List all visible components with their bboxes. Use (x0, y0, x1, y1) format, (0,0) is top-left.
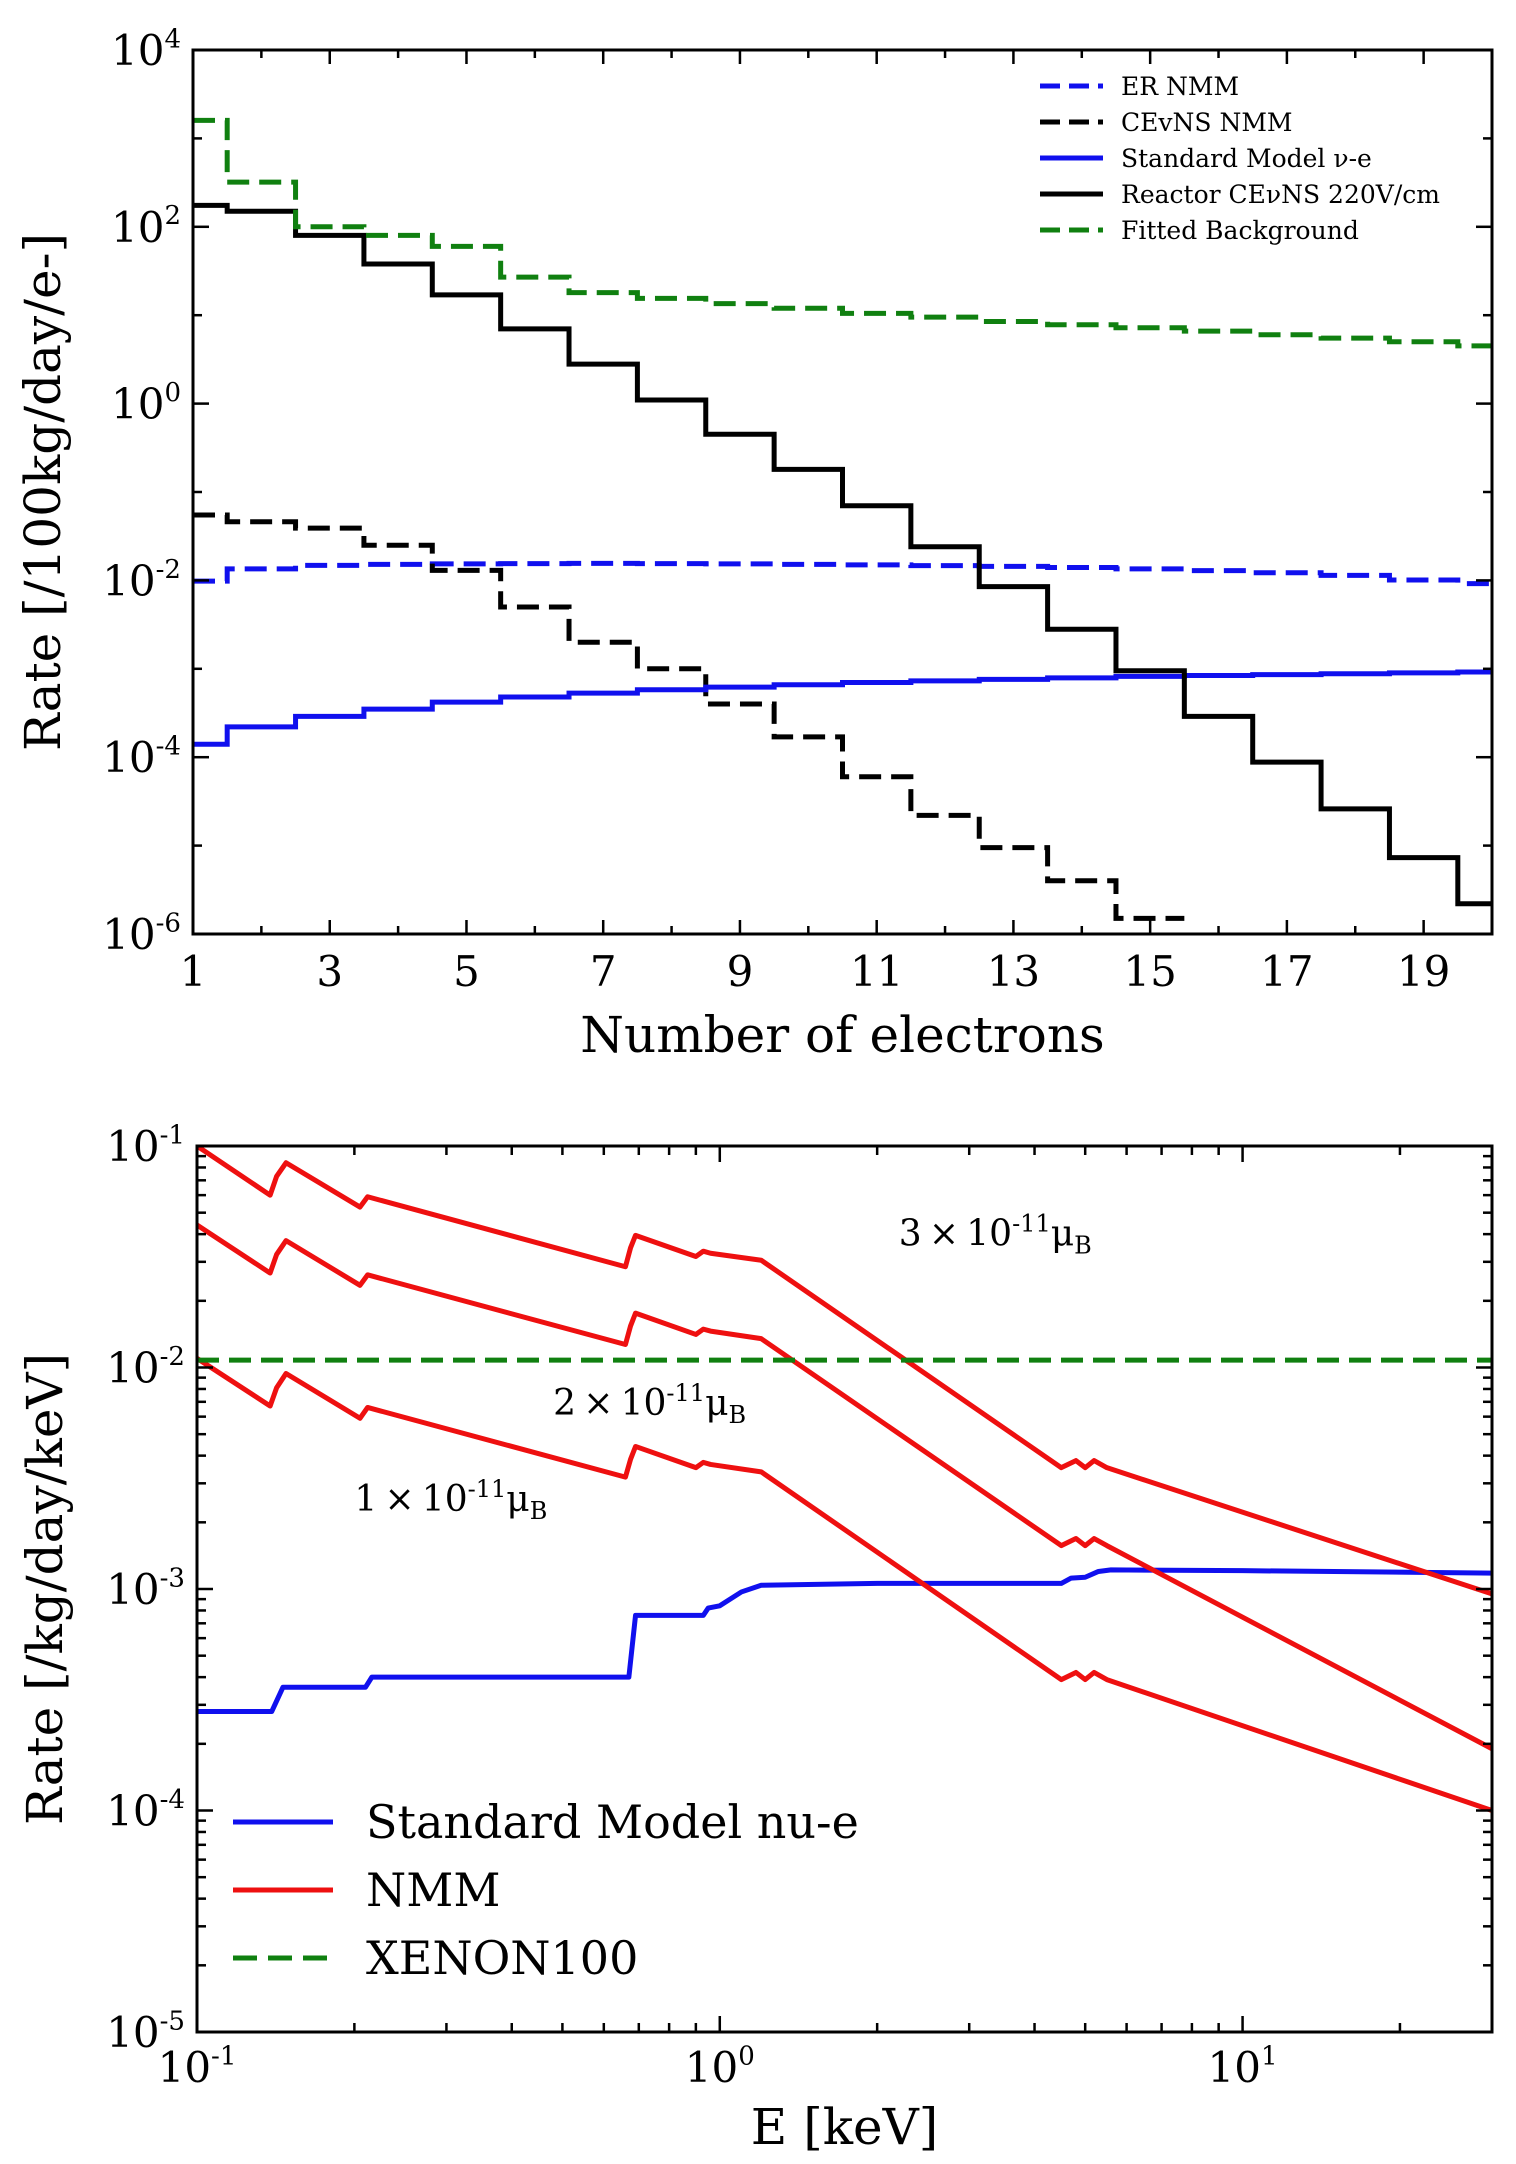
top-legend-label-0: ER NMM (1121, 72, 1239, 101)
top-legend-label-4: Fitted Background (1121, 216, 1359, 245)
bottom-series-1 (197, 1146, 1492, 1597)
top-x-tick-label: 11 (850, 947, 903, 996)
top-y-tick-label: 10-6 (102, 908, 181, 959)
bottom-y-axis-label: Rate [/kg/day/keV] (16, 1353, 74, 1825)
bottom-series-3 (197, 1356, 1492, 1813)
top-y-tick-label: 10-4 (102, 732, 181, 783)
bottom-x-tick-label: 101 (1208, 2041, 1278, 2092)
top-legend-label-1: CEvNS NMM (1121, 108, 1293, 137)
top-series-3 (193, 202, 1492, 907)
bottom-y-tick-label: 10-2 (106, 1342, 185, 1393)
bottom-legend-label-0: Standard Model nu-e (366, 1795, 859, 1849)
top-x-tick-label: 13 (987, 947, 1040, 996)
top-legend-label-3: Reactor CEνNS 220V/cm (1121, 180, 1440, 209)
top-series-1 (193, 512, 1185, 921)
bottom-legend: Standard Model nu-e NMM XENON100 (233, 1795, 859, 1985)
bottom-legend-label-1: NMM (366, 1863, 500, 1917)
top-y-tick-label: 104 (111, 24, 181, 75)
bottom-y-tick-label: 10-1 (106, 1120, 185, 1171)
bottom-annotation-0: 3 × 10-11μB (899, 1210, 1092, 1260)
top-x-tick-label: 5 (453, 947, 480, 996)
top-x-axis-label: Number of electrons (580, 1006, 1104, 1064)
bottom-x-tick-label: 10-1 (158, 2041, 237, 2092)
top-x-tick-label: 3 (316, 947, 343, 996)
top-series-4 (193, 117, 1492, 349)
top-y-axis-label: Rate [/100kg/day/e-] (14, 233, 72, 751)
bottom-series-group (197, 1146, 1492, 1813)
top-y-tick-label: 102 (111, 201, 181, 252)
top-series-group (193, 117, 1492, 921)
bottom-y-tick-label: 10-5 (106, 2006, 185, 2057)
bottom-panel: 10-1 100 101 10-5 10-4 10-3 10-2 10-1 3 × 10-11… (16, 1120, 1494, 2156)
bottom-y-tick-label: 10-3 (106, 1563, 185, 1614)
top-series-2 (193, 669, 1492, 747)
bottom-series-0 (197, 1567, 1492, 1714)
bottom-annotation-2: 1 × 10-11μB (354, 1475, 547, 1525)
top-y-tick-label: 10-2 (102, 555, 181, 606)
top-x-tick-label: 15 (1123, 947, 1176, 996)
top-series-0 (193, 560, 1492, 587)
top-legend-label-2: Standard Model ν-e (1121, 144, 1372, 173)
bottom-series-2 (197, 1222, 1492, 1751)
top-legend: ER NMM CEvNS NMM Standard Model ν-e Reactor… (1040, 72, 1440, 245)
bottom-x-tick-label: 100 (685, 2041, 755, 2092)
bottom-x-axis-label: E [keV] (751, 2098, 938, 2156)
top-x-tick-label: 19 (1397, 947, 1450, 996)
top-y-tick-label: 100 (111, 378, 181, 429)
bottom-y-tick-label: 10-4 (106, 1785, 185, 1836)
bottom-ticks: 10-1 100 101 10-5 10-4 10-3 10-2 10-1 (106, 1120, 1494, 2092)
top-x-tick-label: 1 (180, 947, 207, 996)
top-x-tick-label: 7 (590, 947, 617, 996)
bottom-legend-label-2: XENON100 (366, 1931, 638, 1985)
top-x-tick-label: 9 (727, 947, 754, 996)
top-x-tick-label: 17 (1260, 947, 1313, 996)
bottom-annotation-1: 2 × 10-11μB (553, 1379, 746, 1429)
